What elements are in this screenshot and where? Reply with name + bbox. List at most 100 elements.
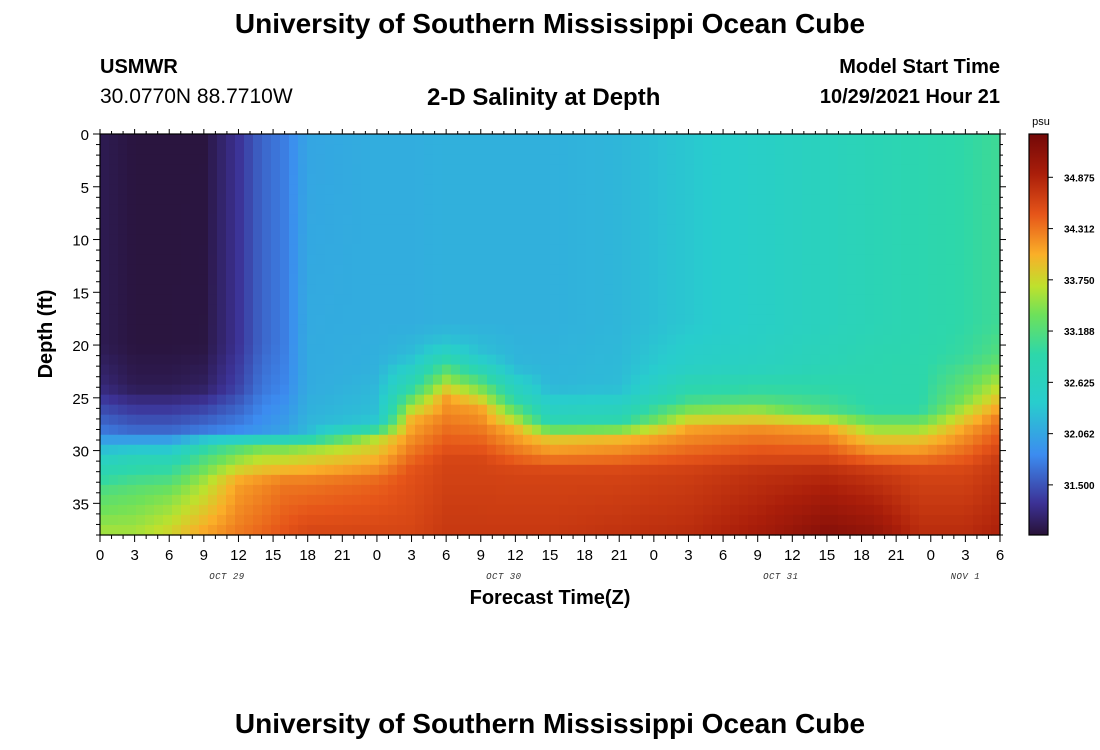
heatmap-cell [667,394,677,406]
heatmap-cell [568,474,578,486]
heatmap-cell [730,174,740,185]
heatmap-cell [613,284,623,296]
heatmap-cell [802,434,812,446]
heatmap-cell [253,204,263,215]
heatmap-cell [685,154,695,165]
heatmap-cell [685,524,695,536]
heatmap-cell [154,474,164,486]
heatmap-cell [712,204,722,215]
heatmap-cell [739,234,749,245]
heatmap-cell [892,154,902,165]
heatmap-cell [343,324,353,336]
heatmap-cell [397,264,407,275]
heatmap-cell [838,414,848,426]
heatmap-cell [154,514,164,526]
heatmap-cell [784,384,794,396]
heatmap-cell [514,234,524,245]
heatmap-cell [721,284,731,296]
heatmap-cell [748,464,758,476]
heatmap-cell [100,344,110,356]
heatmap-cell [712,464,722,476]
heatmap-cell [937,374,947,386]
heatmap-cell [991,334,1001,346]
heatmap-cell [118,274,128,285]
heatmap-cell [469,204,479,215]
heatmap-cell [325,354,335,366]
heatmap-cell [244,214,254,225]
heatmap-cell [559,224,569,235]
heatmap-cell [595,474,605,486]
heatmap-cell [388,394,398,406]
heatmap-cell [496,434,506,446]
heatmap-cell [766,454,776,466]
heatmap-cell [640,214,650,225]
heatmap-cell [163,144,173,155]
heatmap-cell [613,314,623,326]
heatmap-cell [541,384,551,396]
heatmap-cell [550,164,560,175]
heatmap-cell [271,374,281,386]
heatmap-cell [559,284,569,296]
heatmap-cell [829,254,839,265]
heatmap-cell [604,264,614,275]
heatmap-cell [685,454,695,466]
heatmap-cell [883,344,893,356]
heatmap-cell [694,394,704,406]
heatmap-cell [847,494,857,506]
heatmap-cell [829,494,839,506]
heatmap-cell [523,264,533,275]
heatmap-cell [559,274,569,285]
heatmap-cell [343,414,353,426]
heatmap-cell [748,294,758,306]
heatmap-cell [721,434,731,446]
heatmap-cell [541,184,551,195]
heatmap-cell [928,144,938,155]
heatmap-cell [694,434,704,446]
heatmap-cell [505,134,515,145]
heatmap-cell [235,354,245,366]
heatmap-cell [874,314,884,326]
heatmap-cell [559,414,569,426]
heatmap-cell [523,284,533,296]
heatmap-cell [676,354,686,366]
heatmap-cell [217,154,227,165]
heatmap-cell [244,454,254,466]
heatmap-cell [532,154,542,165]
heatmap-cell [811,514,821,526]
heatmap-cell [181,244,191,255]
heatmap-cell [415,304,425,316]
heatmap-cell [568,214,578,225]
heatmap-cell [298,134,308,145]
heatmap-cell [766,284,776,296]
heatmap-cell [451,354,461,366]
heatmap-cell [586,474,596,486]
heatmap-cell [325,314,335,326]
heatmap-cell [415,274,425,285]
heatmap-cell [442,234,452,245]
heatmap-cell [370,164,380,175]
heatmap-cell [289,354,299,366]
heatmap-cell [937,304,947,316]
heatmap-cell [334,334,344,346]
heatmap-cell [163,194,173,205]
heatmap-cell [280,514,290,526]
heatmap-cell [100,284,110,296]
heatmap-cell [397,404,407,416]
heatmap-cell [181,164,191,175]
heatmap-cell [784,414,794,426]
heatmap-cell [784,194,794,205]
heatmap-cell [226,374,236,386]
heatmap-cell [874,454,884,466]
heatmap-cell [550,494,560,506]
heatmap-cell [541,494,551,506]
heatmap-cell [451,284,461,296]
heatmap-cell [136,454,146,466]
heatmap-cell [559,304,569,316]
heatmap-cell [442,154,452,165]
heatmap-cell [262,324,272,336]
heatmap-cell [739,484,749,496]
heatmap-cell [154,284,164,296]
heatmap-cell [505,364,515,376]
heatmap-cell [217,174,227,185]
heatmap-cell [883,204,893,215]
